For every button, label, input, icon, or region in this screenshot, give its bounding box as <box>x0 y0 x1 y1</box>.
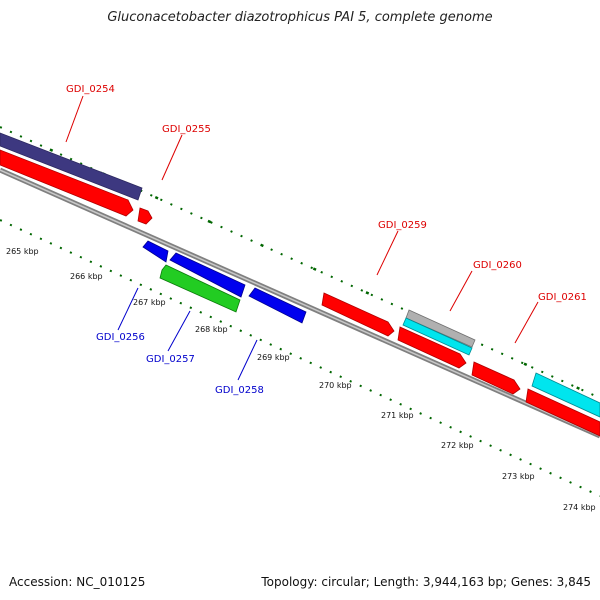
tick-label-271: 271 kbp <box>381 411 414 420</box>
gene-label-gdi-0257: GDI_0257 <box>146 354 195 365</box>
leader-gdi-0257 <box>167 310 191 352</box>
tick-label-266: 266 kbp <box>70 272 103 281</box>
gene-arrow-gdi-0260[interactable] <box>397 326 467 369</box>
gene-arrow-gdi-0256[interactable] <box>142 240 169 263</box>
gene-arrow-gdi-0259[interactable] <box>321 292 395 337</box>
leader-gdi-0261 <box>514 301 539 344</box>
gene-arrow-gdi-0254[interactable] <box>0 149 134 217</box>
tick-label-274: 274 kbp <box>563 503 596 512</box>
gene-arrow-gdi-0261a[interactable] <box>471 361 521 395</box>
tick-label-267: 267 kbp <box>133 298 166 307</box>
leader-gdi-0256 <box>117 287 139 331</box>
gene-arrow-gdi-0257b[interactable] <box>169 252 246 298</box>
tick-label-273: 273 kbp <box>502 472 535 481</box>
tick-label-269: 269 kbp <box>257 353 290 362</box>
genome-backbone-highlight <box>0 169 600 437</box>
inner-minor-ticks <box>0 219 600 497</box>
gene-label-gdi-0256: GDI_0256 <box>96 332 145 343</box>
inner-tick-ring <box>0 219 600 497</box>
gene-label-gdi-0258: GDI_0258 <box>215 385 264 396</box>
gene-label-gdi-0261: GDI_0261 <box>538 292 587 303</box>
leader-gdi-0255 <box>161 134 183 181</box>
gene-label-gdi-0260: GDI_0260 <box>473 260 522 271</box>
tick-label-272: 272 kbp <box>441 441 474 450</box>
leader-gdi-0259 <box>376 230 399 276</box>
leader-gdi-0260 <box>449 270 473 312</box>
topology-text: Topology: circular; Length: 3,944,163 bp… <box>261 575 591 589</box>
genome-title: Gluconacetobacter diazotrophicus PAI 5, … <box>107 10 493 25</box>
gene-label-gdi-0259: GDI_0259 <box>378 220 427 231</box>
cyan-feature-track-a <box>402 317 473 356</box>
tick-label-265: 265 kbp <box>6 247 39 256</box>
gene-label-gdi-0255: GDI_0255 <box>162 124 211 135</box>
leader-gdi-0254 <box>65 95 84 143</box>
gene-arrow-gdi-0255[interactable] <box>137 207 153 225</box>
accession-text: Accession: NC_010125 <box>9 575 146 589</box>
gene-label-gdi-0254: GDI_0254 <box>66 84 115 95</box>
tick-label-268: 268 kbp <box>195 325 228 334</box>
forward-leaders <box>65 95 539 344</box>
tick-label-270: 270 kbp <box>319 381 352 390</box>
cyan-feature-track-b <box>531 372 600 418</box>
gc-skew-track <box>0 132 143 201</box>
gene-arrow-gdi-0261[interactable] <box>525 388 600 437</box>
gray-feature-track <box>405 309 476 348</box>
gene-arrow-gdi-0258[interactable] <box>248 287 307 324</box>
leader-gdi-0258 <box>237 339 258 381</box>
gene-arrow-gdi-0257[interactable] <box>159 264 241 313</box>
reverse-leaders <box>117 287 258 381</box>
